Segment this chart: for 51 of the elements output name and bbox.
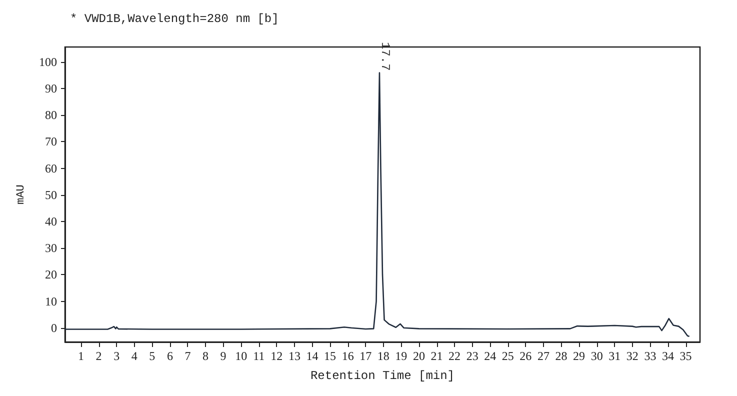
x-tick-label: 22 — [448, 349, 461, 363]
x-axis-title: Retention Time [min] — [310, 369, 455, 383]
y-tick-label: 60 — [45, 161, 57, 176]
annotation: 17.7 — [378, 42, 392, 71]
x-tick-label: 21 — [430, 349, 443, 363]
x-tick-label: 14 — [306, 349, 318, 363]
x-tick-label: 35 — [680, 349, 692, 363]
y-tick-label: 40 — [45, 214, 57, 228]
y-tick-label: 30 — [45, 241, 57, 256]
x-tick-label: 33 — [644, 349, 656, 363]
x-tick-label: 2 — [96, 349, 102, 363]
x-tick-label: 24 — [484, 349, 496, 363]
x-tick-label: 4 — [131, 349, 138, 363]
y-tick-label: 0 — [51, 320, 57, 335]
x-tick-label: 12 — [270, 349, 283, 363]
x-tick-label: 16 — [342, 349, 354, 363]
y-tick-label: 20 — [45, 268, 57, 282]
x-tick-label: 29 — [573, 349, 586, 363]
x-tick-label: 8 — [202, 349, 209, 363]
x-tick-label: 32 — [626, 349, 638, 363]
x-tick-label: 1 — [78, 349, 84, 363]
x-tick-label: 7 — [184, 349, 191, 363]
x-tick-label: 17 — [360, 349, 372, 363]
line-series — [64, 72, 690, 338]
y-tick-label: 50 — [45, 188, 57, 202]
x-tick-label: 20 — [412, 349, 425, 363]
y-tick-label: 80 — [45, 108, 57, 122]
x-tick-label: 30 — [590, 349, 603, 363]
y-tick-label: 70 — [45, 134, 57, 149]
x-tick-label: 13 — [288, 349, 300, 363]
x-tick-label: 25 — [502, 349, 514, 363]
x-tick-label: 34 — [662, 349, 674, 363]
x-tick-label: 23 — [466, 349, 478, 363]
x-tick-label: 10 — [235, 349, 248, 363]
y-axis-title: mAU — [16, 184, 28, 204]
x-tick-label: 26 — [520, 349, 532, 363]
chart-title: * VWD1B,Wavelength=280 nm [b] — [70, 12, 279, 26]
x-tick-label: 31 — [608, 349, 621, 363]
x-tick-label: 3 — [114, 349, 120, 363]
y-tick-label: 100 — [39, 54, 57, 69]
x-tick-label: 6 — [166, 349, 173, 363]
x-tick-label: 5 — [149, 349, 156, 363]
y-tick-label: 10 — [45, 294, 57, 308]
x-tick-label: 11 — [253, 349, 265, 363]
x-tick-label: 9 — [220, 349, 226, 363]
x-tick-label: 27 — [537, 349, 550, 363]
x-tick-label: 15 — [324, 349, 336, 363]
y-tick-label: 90 — [45, 81, 57, 96]
x-tick-label: 28 — [555, 349, 568, 363]
x-tick-label: 18 — [377, 349, 390, 363]
x-tick-label: 19 — [395, 349, 408, 363]
